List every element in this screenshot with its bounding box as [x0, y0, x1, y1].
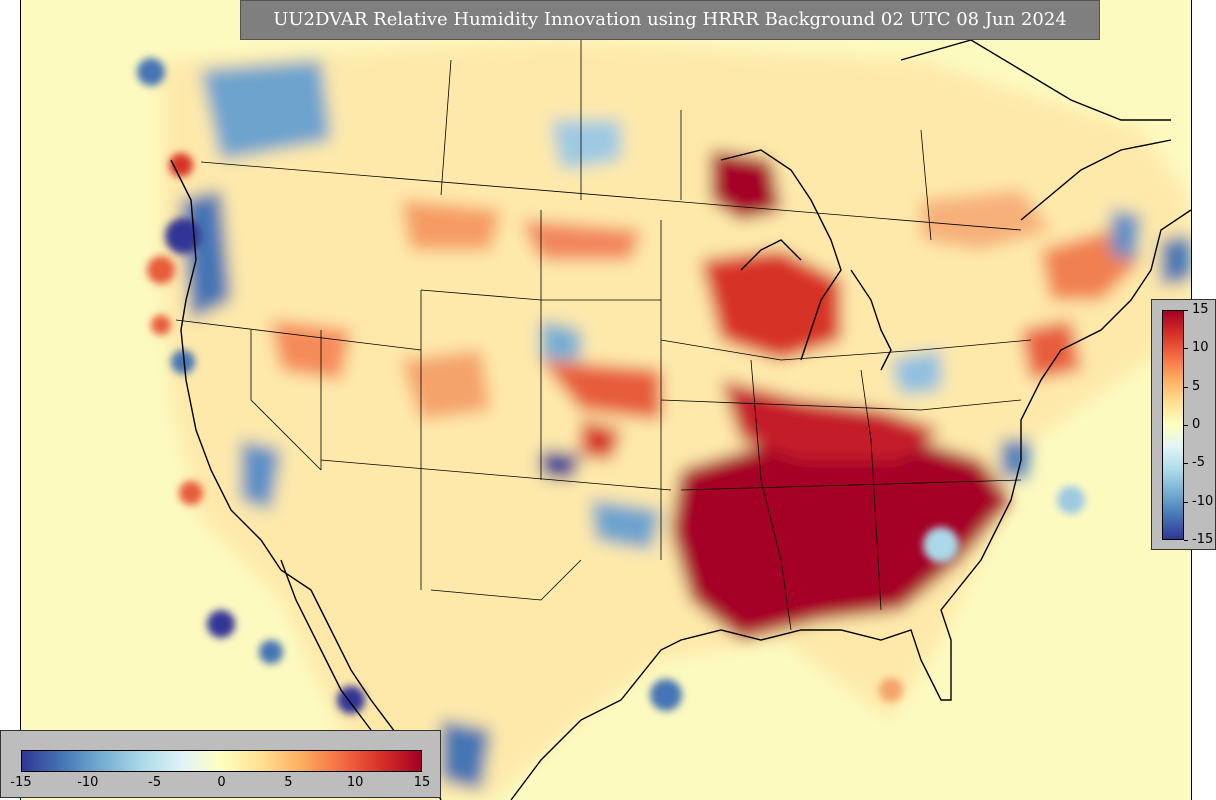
map-canvas[interactable] — [20, 0, 1192, 800]
colorbar-vertical-tick-label: 0 — [1192, 417, 1201, 432]
colorbar-vertical-tick-label: 5 — [1192, 378, 1201, 394]
colorbar-horizontal-tick-label: 10 — [346, 775, 364, 790]
colorbar-horizontal-tick-label: -5 — [148, 775, 162, 790]
colorbar-vertical-tickmark — [1184, 501, 1188, 503]
colorbar-vertical-tick-label: -5 — [1192, 455, 1205, 471]
colorbar-vertical-ramp — [1162, 310, 1184, 540]
colorbar-vertical-tickmark — [1184, 386, 1188, 388]
colorbar-horizontal-ramp — [21, 750, 422, 772]
colorbar-vertical-tick-label: -10 — [1192, 493, 1214, 509]
colorbar-vertical-tick-label: 10 — [1192, 340, 1209, 356]
colorbar-vertical-tickmark — [1184, 463, 1188, 465]
colorbar-vertical-tick-label: -15 — [1192, 532, 1214, 547]
colorbar-horizontal-tick-label: -15 — [10, 775, 32, 790]
colorbar-horizontal-tick-label: -10 — [77, 775, 99, 790]
colorbar-vertical-tickmark — [1184, 348, 1188, 350]
coastlines — [170, 39, 1191, 800]
state-borders — [175, 40, 1032, 631]
colorbar-horizontal-tick-label: 5 — [284, 775, 293, 790]
colorbar-horizontal: -15 -10 -5 0 5 10 15 — [0, 730, 441, 798]
colorbar-vertical-tickmark — [1184, 425, 1188, 426]
colorbar-vertical-tickmark — [1184, 310, 1188, 311]
colorbar-vertical: 15 10 5 0 -5 -10 -15 — [1151, 299, 1216, 550]
map-svg — [21, 0, 1191, 800]
colorbar-vertical-tick-label: 15 — [1192, 302, 1209, 317]
colorbar-horizontal-tick-label: 0 — [217, 775, 226, 790]
colorbar-vertical-tickmark — [1184, 540, 1188, 541]
map-title: UU2DVAR Relative Humidity Innovation usi… — [240, 0, 1100, 40]
colorbar-horizontal-tick-label: 15 — [413, 775, 431, 790]
